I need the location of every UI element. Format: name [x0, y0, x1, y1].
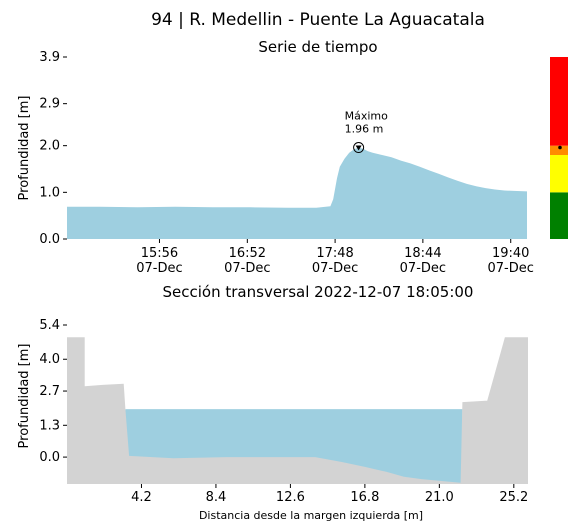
- x-tick-time: 18:44: [404, 246, 441, 261]
- alert-level-bar: [550, 57, 568, 239]
- time-series-y-ticks: 0.0 1.0 2.0 2.9 3.9: [39, 50, 67, 247]
- maximum-marker: [353, 142, 365, 154]
- cross-section-y-label: Profundidad [m]: [17, 344, 32, 449]
- x-tick-time: 15:56: [141, 246, 178, 261]
- alert-level-segment: [550, 155, 568, 193]
- x-tick-date: 07-Dec: [312, 261, 358, 276]
- x-tick-label: 4.2: [131, 490, 152, 505]
- y-tick-label: 1.0: [39, 185, 60, 200]
- maximum-value: 1.96 m: [345, 123, 384, 136]
- y-tick-label: 1.3: [39, 418, 60, 433]
- time-series-title: Serie de tiempo: [258, 38, 377, 56]
- y-tick-label: 0.0: [39, 450, 60, 465]
- maximum-label: Máximo: [345, 110, 389, 123]
- x-tick-time: 17:48: [316, 246, 353, 261]
- x-tick-label: 25.2: [499, 490, 528, 505]
- cross-section-x-label: Distancia desde la margen izquierda [m]: [199, 509, 423, 522]
- time-series-chart: Serie de tiempo 0.01.02.02.93.9 15:5607-…: [17, 38, 568, 276]
- x-tick-date: 07-Dec: [224, 261, 270, 276]
- cross-section-ground: [67, 337, 528, 484]
- x-tick-time: 16:52: [229, 246, 266, 261]
- y-tick-label: 2.7: [39, 384, 60, 399]
- maximum-arrow-icon: [355, 145, 362, 151]
- alert-level-segment: [550, 145, 568, 155]
- x-tick-label: 8.4: [206, 490, 227, 505]
- maximum-annotation: Máximo 1.96 m: [345, 110, 389, 154]
- y-tick-label: 0.0: [39, 232, 60, 247]
- y-tick-label: 5.4: [39, 318, 60, 333]
- figure-title: 94 | R. Medellin - Puente La Aguacatala: [151, 10, 485, 30]
- time-series-x-ticks: 15:5607-Dec16:5207-Dec17:4807-Dec18:4407…: [136, 239, 534, 276]
- x-tick-label: 21.0: [425, 490, 454, 505]
- cross-section-y-ticks: 0.0 1.3 2.7 4.0 5.4: [39, 318, 67, 465]
- x-tick-date: 07-Dec: [400, 261, 446, 276]
- cross-section-title: Sección transversal 2022-12-07 18:05:00: [163, 283, 474, 301]
- current-level-marker: [558, 145, 562, 150]
- x-tick-date: 07-Dec: [136, 261, 182, 276]
- y-tick-label: 2.9: [39, 97, 60, 112]
- y-tick-label: 2.0: [39, 139, 60, 154]
- alert-level-segment: [550, 192, 568, 239]
- cross-section-x-ticks: 4.2 8.4 12.6 16.8 21.0 25.2: [131, 484, 528, 505]
- time-series-area: [67, 147, 527, 239]
- y-tick-label: 4.0: [39, 352, 60, 367]
- time-series-y-label: Profundidad [m]: [17, 96, 32, 201]
- x-tick-label: 12.6: [276, 490, 305, 505]
- x-tick-time: 19:40: [492, 246, 529, 261]
- alert-level-segment: [550, 57, 568, 146]
- x-tick-label: 16.8: [350, 490, 379, 505]
- cross-section-chart: Sección transversal 2022-12-07 18:05:00 …: [17, 283, 528, 522]
- y-tick-label: 3.9: [39, 50, 60, 65]
- x-tick-date: 07-Dec: [488, 261, 534, 276]
